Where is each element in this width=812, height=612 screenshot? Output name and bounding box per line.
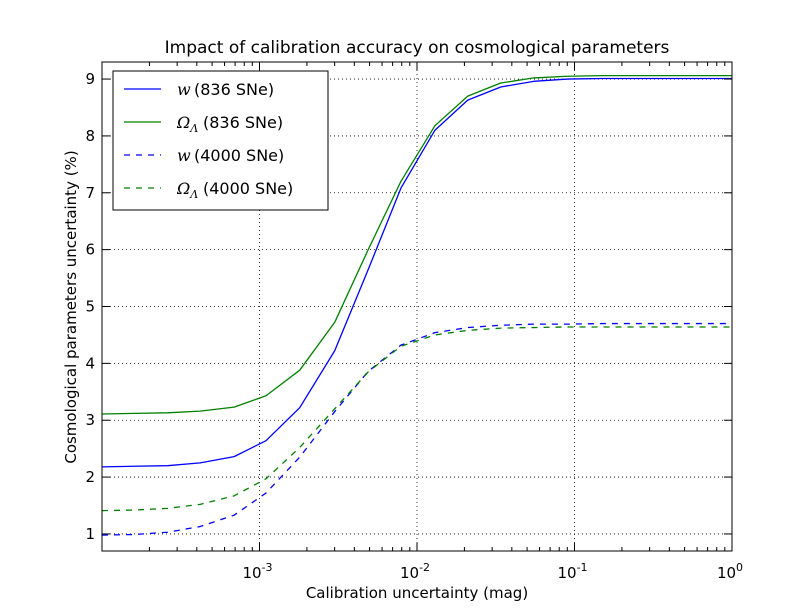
legend: w (836 SNe)ΩΛ (836 SNe)w (4000 SNe)ΩΛ (4000 … [112,70,329,211]
legend-box [112,70,329,211]
y-tick-label: 2 [85,468,95,486]
series-line-2 [101,322,732,536]
x-tick-label: 10-2 [400,561,430,582]
y-tick-label: 9 [85,70,95,88]
y-tick-label: 6 [85,241,95,259]
legend-symbol: ΩΛ [176,179,198,201]
y-tick-label: 7 [85,184,95,202]
legend-symbol: ΩΛ [176,113,198,135]
legend-symbol: w [177,146,191,165]
chart-title: Impact of calibration accuracy on cosmol… [165,38,670,58]
y-tick-label: 4 [85,354,95,372]
legend-label: (836 SNe) [203,113,283,132]
legend-symbol: w [177,80,191,99]
series-layer [101,75,732,536]
series-line-1 [101,75,732,415]
y-axis-label: Cosmological parameters uncertainty (%) [62,150,80,463]
y-tick-label: 3 [85,411,95,429]
x-tick-label: 100 [717,561,743,582]
x-tick-label: 10-3 [242,561,272,582]
x-tick-label: 10-1 [557,561,587,582]
y-tick-labels: 1 2 3 4 5 6 7 8 9 [85,70,95,543]
series-line-0 [101,77,732,468]
y-tick-label: 5 [85,298,95,316]
axis-ticks [102,62,733,551]
legend-label: (836 SNe) [194,80,274,99]
series-line-3 [101,326,732,512]
y-tick-label: 1 [85,525,95,543]
x-axis-label: Calibration uncertainty (mag) [306,584,528,602]
x-tick-labels: 10-3 10-2 10-1 100 [242,561,743,582]
y-tick-label: 8 [85,127,95,145]
legend-label: (4000 SNe) [194,146,284,165]
legend-label: (4000 SNe) [203,179,293,198]
